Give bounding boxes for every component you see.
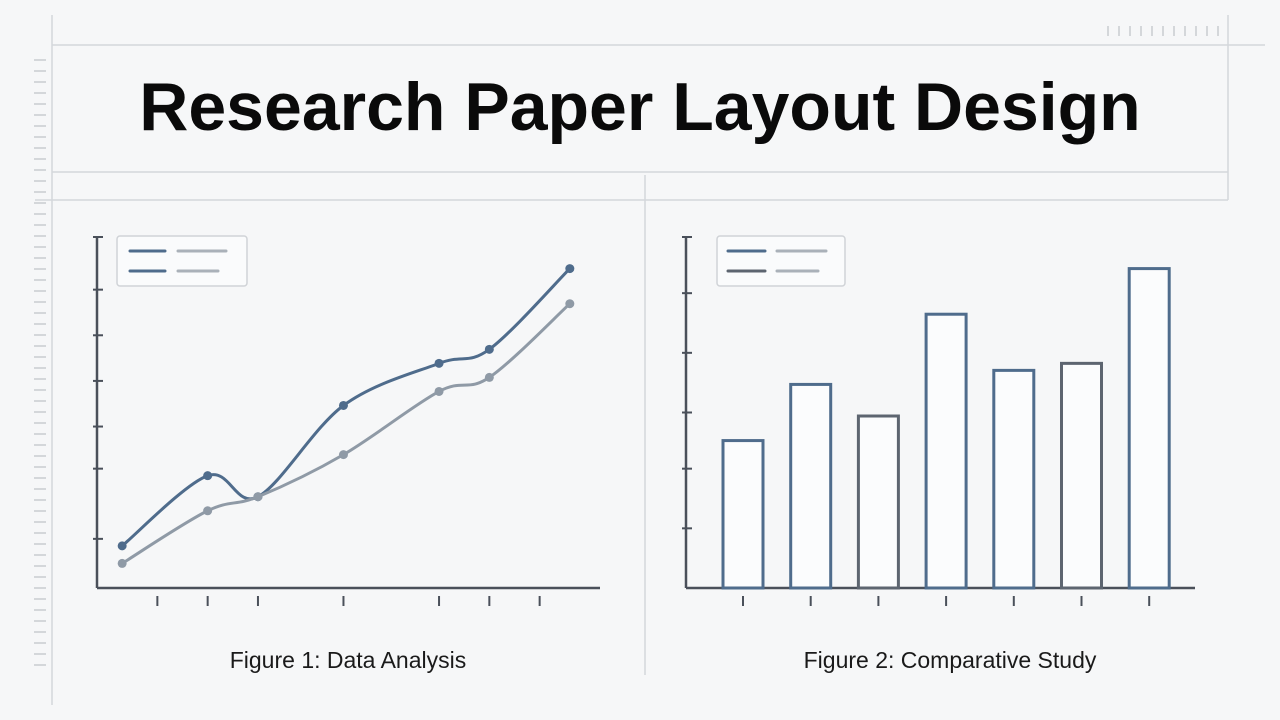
page-title: Research Paper Layout Design — [139, 69, 1140, 145]
legend — [116, 235, 846, 287]
point — [434, 386, 444, 396]
point — [203, 506, 213, 516]
point — [338, 400, 348, 410]
bar — [789, 382, 833, 590]
bar — [856, 414, 900, 590]
bar — [1127, 267, 1171, 590]
point — [338, 450, 348, 460]
figure-caption: Figure 2: Comparative Study — [804, 647, 1097, 673]
bar — [992, 368, 1036, 590]
point — [203, 471, 213, 481]
point — [565, 264, 575, 274]
point — [484, 344, 494, 354]
point — [484, 372, 494, 382]
point — [434, 358, 444, 368]
point — [117, 541, 127, 551]
bar — [1060, 361, 1103, 590]
bar — [924, 312, 968, 590]
figure-caption: Figure 1: Data Analysis — [230, 647, 467, 673]
ruler — [34, 26, 1219, 666]
bar — [721, 439, 765, 590]
point — [565, 299, 575, 309]
point — [253, 492, 263, 502]
frame — [35, 15, 1265, 705]
point — [117, 558, 127, 568]
line-series — [121, 302, 571, 565]
